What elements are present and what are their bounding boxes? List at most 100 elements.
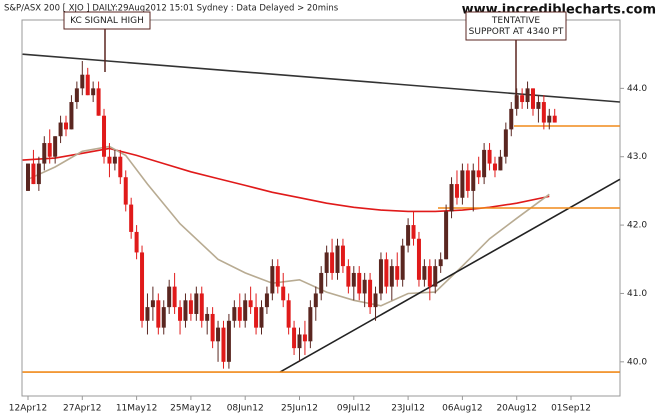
x-tick-label: 20Aug12: [496, 404, 536, 414]
candle-body: [433, 266, 438, 287]
candle-body: [292, 327, 297, 349]
candle-body: [129, 204, 134, 232]
x-tick-label: 12Apr12: [9, 404, 47, 414]
candle-body: [384, 259, 389, 287]
candle-body: [324, 252, 329, 273]
candle-body: [254, 307, 259, 328]
candle-body: [536, 102, 541, 109]
candle-body: [199, 293, 204, 321]
candle-body: [330, 252, 335, 273]
candle-body: [205, 313, 210, 321]
candle-body: [167, 286, 172, 308]
candle-body: [85, 74, 90, 96]
overlay-line: [279, 178, 621, 373]
candle-body: [400, 245, 405, 280]
candle-body: [281, 286, 286, 301]
candle-body: [183, 300, 188, 321]
candle-body: [150, 300, 155, 308]
candle-body: [319, 272, 324, 294]
candle-body: [541, 102, 546, 123]
candle-body: [74, 88, 79, 103]
x-tick-label: 06Aug12: [442, 404, 482, 414]
candle-body: [427, 266, 432, 287]
x-tick-label: 08Jun12: [227, 404, 264, 414]
x-tick-label: 25Jun12: [281, 404, 318, 414]
candle-body: [102, 115, 107, 157]
candle-body: [259, 307, 264, 328]
candle-body: [275, 266, 280, 287]
candle-body: [210, 313, 215, 342]
candle-body: [509, 108, 514, 130]
candle-body: [351, 272, 356, 287]
candle-body: [389, 266, 394, 287]
annotation-box: [465, 11, 567, 41]
candle-body: [346, 266, 351, 287]
candle-body: [482, 149, 487, 178]
candle-body: [297, 334, 302, 349]
candle-body: [552, 115, 557, 123]
candle-body: [178, 307, 183, 321]
candle-body: [373, 293, 378, 308]
candle-body: [123, 177, 128, 205]
candle-body: [454, 184, 459, 198]
candle-body: [422, 266, 427, 280]
x-tick-label: 25May12: [170, 404, 212, 414]
candle-body: [134, 231, 139, 253]
candle-body: [335, 245, 340, 273]
annotation-text: KC SIGNAL HIGH: [70, 16, 144, 26]
annotation-text: SUPPORT AT 4340 PT: [469, 27, 564, 37]
candle-body: [416, 238, 421, 280]
annotation-text: TENTATIVE: [491, 16, 540, 26]
candle-body: [91, 88, 96, 96]
candle-body: [286, 300, 291, 328]
y-tick-label: 40.0: [627, 357, 647, 367]
y-tick-label: 43.0: [627, 152, 647, 162]
candle-body: [188, 300, 193, 314]
candle-body: [69, 102, 74, 130]
candle-body: [237, 307, 242, 321]
y-tick-label: 41.0: [627, 289, 647, 299]
candle-body: [172, 286, 177, 308]
candle-body: [395, 266, 400, 280]
x-tick-label: 01Sep12: [551, 404, 591, 414]
candle-body: [476, 170, 481, 178]
x-tick-label: 09Jul12: [337, 404, 371, 414]
candle-body: [270, 266, 275, 294]
plot-frame: [21, 19, 621, 397]
candle-body: [53, 136, 58, 157]
candle-body: [308, 307, 313, 342]
candle-body: [340, 245, 345, 267]
candle-body: [444, 211, 449, 260]
overlay-line: [22, 53, 620, 103]
candle-body: [368, 279, 373, 308]
candle-body: [42, 143, 47, 164]
candle-body: [492, 163, 497, 171]
candle-body: [232, 307, 237, 321]
chart-title: S&P/ASX 200 [ XJO ] DAILY:29Aug2012 15:0…: [4, 4, 339, 14]
candle-body: [302, 334, 307, 342]
candle-body: [47, 143, 52, 157]
candle-body: [145, 307, 150, 321]
candle-body: [503, 129, 508, 157]
candle-body: [465, 170, 470, 191]
candle-body: [58, 122, 63, 137]
candle-body: [140, 252, 145, 321]
candle-body: [498, 156, 503, 171]
candle-body: [107, 156, 112, 164]
y-tick-label: 44.0: [627, 84, 647, 94]
annotation-box: [63, 11, 151, 30]
candle-body: [525, 88, 530, 103]
candle-body: [161, 307, 166, 328]
candle-body: [64, 122, 69, 130]
candle-body: [216, 327, 221, 342]
candle-body: [378, 259, 383, 294]
candle-body: [357, 272, 362, 294]
candle-body: [194, 293, 199, 314]
y-tick-label: 42.0: [627, 221, 647, 231]
candle-body: [438, 259, 443, 267]
candle-body: [514, 95, 519, 109]
candle-body: [449, 184, 454, 212]
candle-body: [487, 149, 492, 164]
